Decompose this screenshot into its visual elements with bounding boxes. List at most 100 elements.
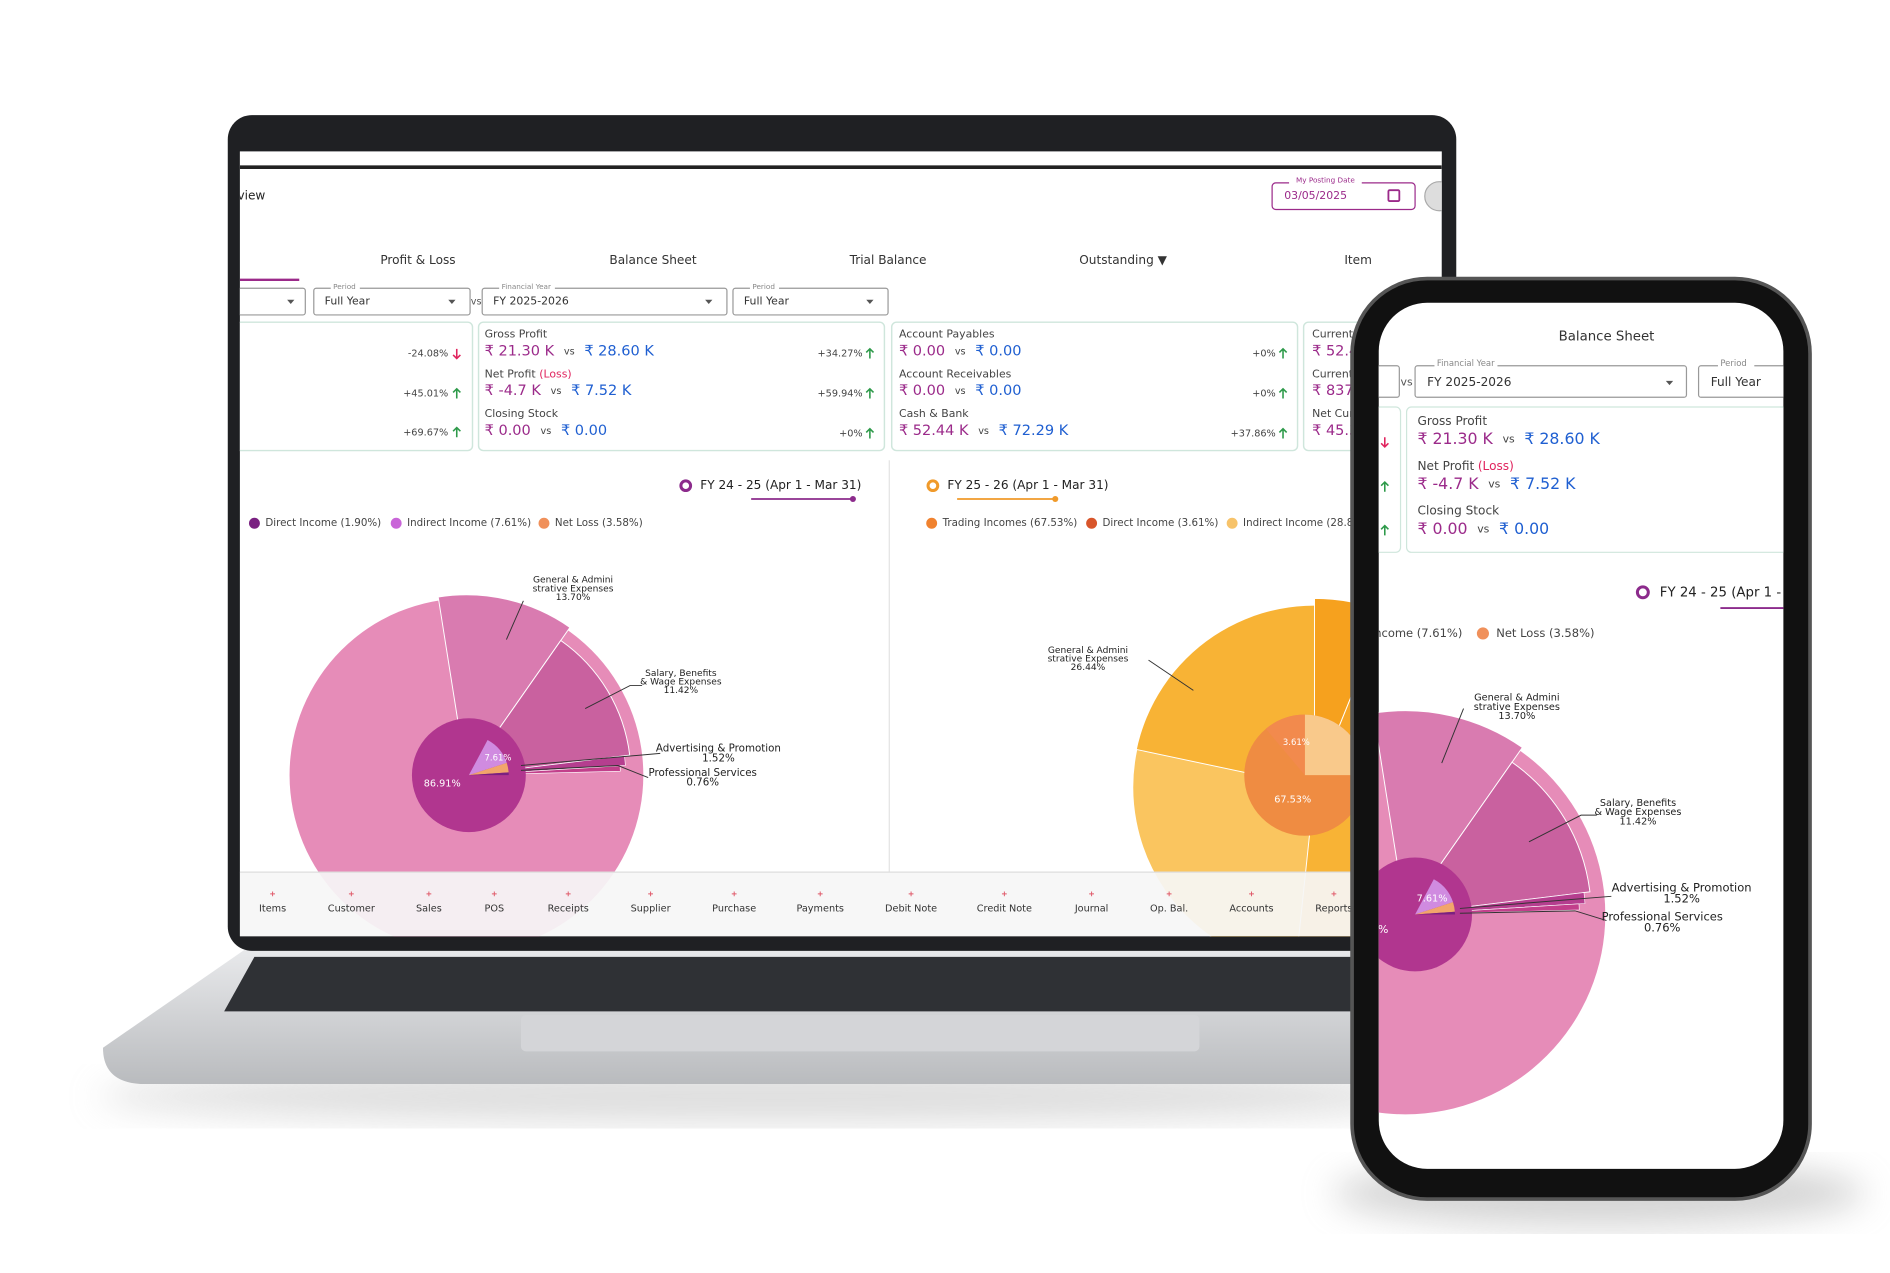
change: +34.27%	[818, 349, 863, 360]
metric-label: Closing Stock	[1418, 504, 1500, 518]
pie-inner	[411, 718, 526, 833]
nav-icon	[648, 891, 654, 897]
trackpad	[520, 1015, 1200, 1052]
leader-line	[1459, 910, 1607, 921]
metric-label: Cash & Bank	[899, 407, 969, 420]
metric-label: Net Profit	[1418, 459, 1475, 473]
tab: Balance Sheet	[609, 253, 696, 267]
vs: vs	[1401, 376, 1413, 389]
filter-box	[1414, 365, 1688, 398]
chart-title: FY 24 - 25 (Apr 1 - Mar 31)	[700, 478, 861, 492]
callout: 0.76%	[1644, 920, 1681, 934]
callout: General & Admini	[533, 576, 613, 586]
callout: & Wage Expenses	[1595, 807, 1682, 818]
dropdown-caret	[866, 299, 874, 305]
summary-card	[477, 321, 886, 452]
legend-swatch	[1226, 517, 1238, 529]
leader-line	[1441, 708, 1464, 764]
callout: 1.52%	[1663, 891, 1700, 905]
nav-item: Receipts	[548, 903, 589, 914]
filter-value: Full Year	[744, 295, 790, 308]
leader-line	[520, 765, 649, 779]
metric-previous: ₹ 0.00	[975, 383, 1021, 399]
metric-previous: ₹ 28.60 K	[584, 343, 654, 359]
callout: 13.70%	[556, 593, 591, 603]
summary-card	[890, 321, 1299, 452]
filter-value: Full Year	[1711, 375, 1761, 389]
nav-item: Credit Note	[977, 903, 1032, 914]
vs: vs	[1503, 433, 1515, 446]
vs: vs	[551, 386, 562, 397]
metric-label: Current	[1312, 367, 1354, 380]
nav-icon	[817, 891, 823, 897]
callout: Professional Services	[648, 767, 756, 779]
trend-arrow	[1380, 437, 1389, 449]
metric-label: Net Curr	[1312, 407, 1358, 420]
summary-card	[239, 321, 474, 452]
calendar-icon	[1387, 189, 1401, 202]
title-dot	[849, 495, 856, 503]
vs: vs	[1477, 522, 1489, 535]
screen-title: Balance Sheet	[1559, 330, 1655, 345]
pie-inner-sector	[1415, 911, 1455, 915]
metric-current: ₹ -4.7 K	[485, 383, 542, 399]
nav-icon	[1089, 891, 1095, 897]
nav-icon	[1001, 891, 1007, 897]
change: +37.86%	[1231, 429, 1276, 440]
legend-swatch	[1476, 627, 1489, 640]
callout: 11.42%	[1620, 816, 1657, 827]
trend-arrow	[1278, 347, 1288, 359]
filter-label-bg	[1717, 358, 1755, 369]
callout: 1.52%	[702, 752, 735, 764]
nav-item: Items	[259, 903, 286, 914]
metric-current: ₹ 0.00	[899, 343, 945, 359]
trend-arrow	[1380, 480, 1389, 492]
filter-label-bg	[749, 282, 780, 291]
nav-item: Op. Bal.	[1150, 903, 1188, 914]
pie-inner-sector	[468, 762, 509, 776]
pie-inner-sector	[1415, 902, 1455, 915]
legend-swatch	[926, 517, 938, 529]
trend-arrow	[452, 387, 461, 399]
vs: vs	[1488, 477, 1500, 490]
nav-item: Journal	[1074, 903, 1109, 914]
dropdown-caret	[448, 299, 456, 305]
date-value: 03/05/2025	[1284, 189, 1347, 202]
change: +59.94%	[818, 389, 863, 400]
pie-inner-sector	[1265, 714, 1305, 776]
filter-box	[239, 287, 306, 316]
callout: & Wage Expenses	[640, 678, 722, 688]
leader-line	[505, 600, 524, 640]
callout: General & Admini	[1048, 646, 1128, 656]
chart-title: FY 25 - 26 (Apr 1 - Mar 31)	[947, 478, 1108, 492]
vs: vs	[955, 346, 966, 357]
callout: 0.76%	[686, 777, 719, 789]
leader-line	[520, 752, 661, 766]
title-icon	[679, 479, 693, 493]
tab: Outstanding ▼	[1079, 253, 1167, 267]
metric-current: ₹ 21.30 K	[1418, 429, 1494, 448]
trend-arrow	[865, 347, 875, 359]
nav-icon	[1249, 891, 1254, 897]
metric-label: Current	[1312, 327, 1354, 340]
nav-item: Payments	[796, 903, 843, 914]
metric-previous: ₹ 7.52 K	[1510, 474, 1576, 493]
legend-label: Net Loss (3.58%)	[1496, 626, 1594, 640]
nav-item: Accounts	[1229, 903, 1273, 914]
vs: vs	[471, 297, 482, 308]
filter-value: FY 2025-2026	[493, 295, 569, 308]
metric-previous: ₹ 0.00	[975, 343, 1021, 359]
callout: 26.44%	[1071, 663, 1106, 673]
filter-label-bg	[1434, 358, 1498, 369]
chart-title: FY 24 - 25 (Apr 1 - Mar 31)	[1660, 585, 1837, 600]
nav-icon	[491, 891, 497, 897]
tab: Trial Balance	[849, 253, 927, 267]
callout: strative Expenses	[1474, 702, 1560, 713]
filter-label: Period	[752, 282, 775, 291]
metric-tag: (Loss)	[539, 367, 571, 380]
nav-icon	[1331, 891, 1337, 897]
pie-inner-sector	[1304, 714, 1366, 776]
trend-arrow	[452, 426, 461, 438]
nav-item: Supplier	[631, 903, 671, 914]
